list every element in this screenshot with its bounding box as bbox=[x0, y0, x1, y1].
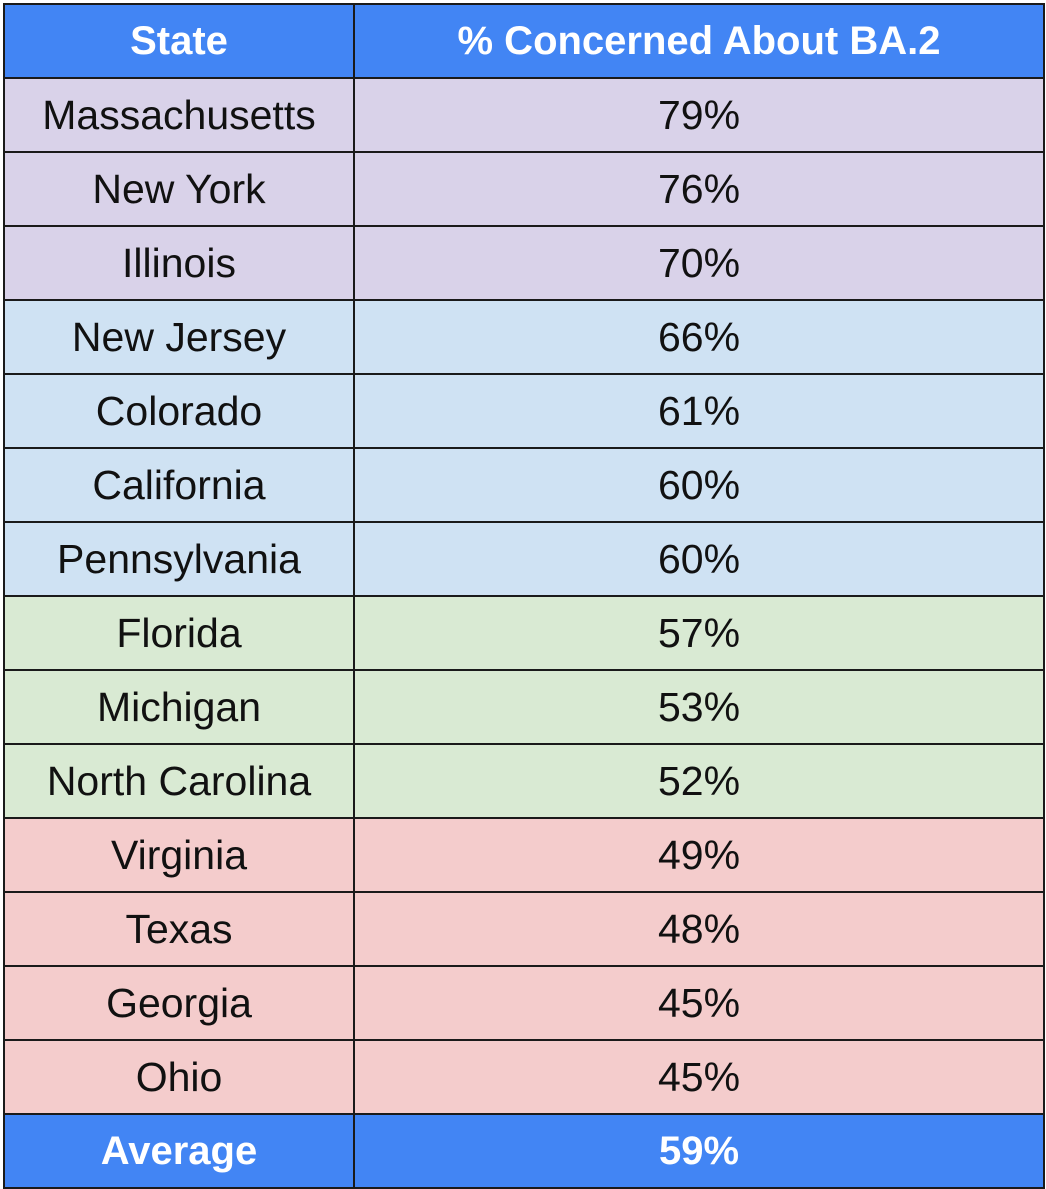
table-row: Florida 57% bbox=[3, 595, 1045, 671]
average-row: Average 59% bbox=[3, 1113, 1045, 1189]
percent-cell: 60% bbox=[353, 521, 1045, 597]
percent-cell: 76% bbox=[353, 151, 1045, 227]
concern-table-container: State % Concerned About BA.2 Massachuset… bbox=[3, 3, 1045, 1189]
state-cell: Pennsylvania bbox=[3, 521, 355, 597]
percent-cell: 66% bbox=[353, 299, 1045, 375]
table-row: Illinois 70% bbox=[3, 225, 1045, 301]
state-cell: Georgia bbox=[3, 965, 355, 1041]
state-cell: Michigan bbox=[3, 669, 355, 745]
header-percent: % Concerned About BA.2 bbox=[353, 3, 1045, 79]
percent-cell: 57% bbox=[353, 595, 1045, 671]
state-cell: Illinois bbox=[3, 225, 355, 301]
state-cell: Virginia bbox=[3, 817, 355, 893]
percent-cell: 48% bbox=[353, 891, 1045, 967]
concern-table: State % Concerned About BA.2 Massachuset… bbox=[3, 3, 1045, 1189]
percent-cell: 49% bbox=[353, 817, 1045, 893]
percent-cell: 70% bbox=[353, 225, 1045, 301]
table-row: Texas 48% bbox=[3, 891, 1045, 967]
state-cell: Colorado bbox=[3, 373, 355, 449]
table-row: New Jersey 66% bbox=[3, 299, 1045, 375]
percent-cell: 52% bbox=[353, 743, 1045, 819]
table-row: Colorado 61% bbox=[3, 373, 1045, 449]
percent-cell: 45% bbox=[353, 965, 1045, 1041]
header-state: State bbox=[3, 3, 355, 79]
average-value: 59% bbox=[353, 1113, 1045, 1189]
table-row: Pennsylvania 60% bbox=[3, 521, 1045, 597]
table-row: Virginia 49% bbox=[3, 817, 1045, 893]
table-row: Massachusetts 79% bbox=[3, 77, 1045, 153]
average-label: Average bbox=[3, 1113, 355, 1189]
state-cell: New Jersey bbox=[3, 299, 355, 375]
state-cell: Ohio bbox=[3, 1039, 355, 1115]
state-cell: Florida bbox=[3, 595, 355, 671]
table-row: North Carolina 52% bbox=[3, 743, 1045, 819]
percent-cell: 45% bbox=[353, 1039, 1045, 1115]
percent-cell: 61% bbox=[353, 373, 1045, 449]
table-row: Ohio 45% bbox=[3, 1039, 1045, 1115]
table-row: Michigan 53% bbox=[3, 669, 1045, 745]
table-row: California 60% bbox=[3, 447, 1045, 523]
header-row: State % Concerned About BA.2 bbox=[3, 3, 1045, 79]
percent-cell: 79% bbox=[353, 77, 1045, 153]
table-row: Georgia 45% bbox=[3, 965, 1045, 1041]
percent-cell: 60% bbox=[353, 447, 1045, 523]
table-body: Massachusetts 79% New York 76% Illinois 70% Ne… bbox=[3, 77, 1045, 1115]
state-cell: New York bbox=[3, 151, 355, 227]
table-row: New York 76% bbox=[3, 151, 1045, 227]
state-cell: California bbox=[3, 447, 355, 523]
percent-cell: 53% bbox=[353, 669, 1045, 745]
state-cell: Massachusetts bbox=[3, 77, 355, 153]
state-cell: North Carolina bbox=[3, 743, 355, 819]
state-cell: Texas bbox=[3, 891, 355, 967]
